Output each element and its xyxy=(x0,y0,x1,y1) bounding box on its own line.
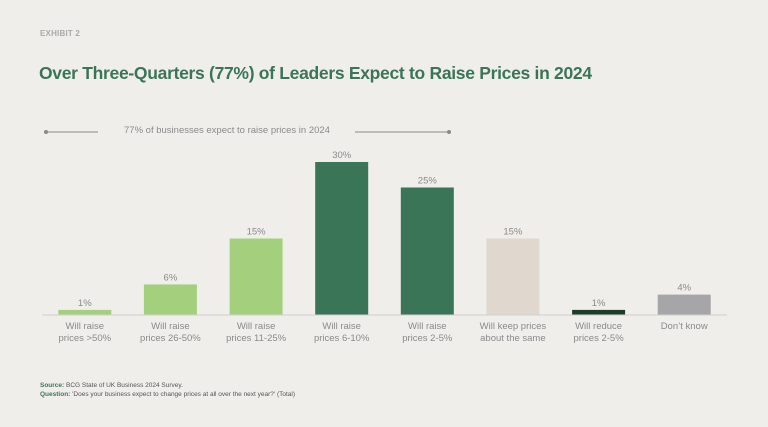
x-tick-label-6-line-2: about the same xyxy=(480,333,546,344)
question-label: Question: xyxy=(40,391,71,398)
bar-3 xyxy=(229,238,283,315)
data-label-5: 25% xyxy=(418,176,438,187)
data-label-7: 1% xyxy=(592,298,606,309)
x-tick-label-7-line-1: Will reduce xyxy=(575,321,622,332)
bar-4 xyxy=(315,162,369,315)
chart-title: Over Three-Quarters (77%) of Leaders Exp… xyxy=(39,63,592,83)
x-tick-label-2-line-2: prices 26-50% xyxy=(140,333,201,344)
source-note: Source: BCG State of UK Business 2024 Su… xyxy=(40,381,295,399)
x-tick-label-7-line-2: prices 2-5% xyxy=(574,333,625,344)
data-label-4: 30% xyxy=(332,150,352,161)
callout-right-dot xyxy=(447,130,451,134)
bar-5 xyxy=(400,187,454,315)
bar-1 xyxy=(58,309,112,315)
callout-bracket xyxy=(44,130,451,134)
data-label-6: 15% xyxy=(503,227,523,238)
question-text: 'Does your business expect to change pri… xyxy=(70,391,296,398)
data-label-8: 4% xyxy=(677,283,691,294)
bar-2 xyxy=(143,284,197,315)
x-tick-label-3-line-2: prices 11-25% xyxy=(226,333,287,344)
x-tick-label-1-line-2: prices >50% xyxy=(59,333,112,344)
x-tick-label-5-line-1: Will raise xyxy=(408,321,447,332)
x-tick-label-6-line-1: Will keep prices xyxy=(480,321,547,332)
bar-6 xyxy=(486,238,540,315)
x-tick-label-3-line-1: Will raise xyxy=(237,321,276,332)
x-tick-label-5-line-2: prices 2-5% xyxy=(402,333,453,344)
source-label: Source: xyxy=(40,382,65,389)
exhibit-label: EXHIBIT 2 xyxy=(40,29,81,38)
callout-text: 77% of businesses expect to raise prices… xyxy=(124,125,330,136)
question-line: Question: 'Does your business expect to … xyxy=(40,390,295,399)
x-tick-label-4-line-1: Will raise xyxy=(322,321,361,332)
bar-7 xyxy=(572,309,626,315)
x-tick-label-2-line-1: Will raise xyxy=(151,321,190,332)
data-label-3: 15% xyxy=(247,227,267,238)
source-line: Source: BCG State of UK Business 2024 Su… xyxy=(40,381,295,390)
bar-8 xyxy=(657,294,711,315)
data-label-1: 1% xyxy=(78,298,92,309)
data-label-2: 6% xyxy=(164,272,178,283)
x-tick-label-1-line-1: Will raise xyxy=(66,321,105,332)
source-text: BCG State of UK Business 2024 Survey. xyxy=(64,382,183,389)
x-tick-label-4-line-2: prices 6-10% xyxy=(314,333,370,344)
x-tick-label-8-line-1: Don’t know xyxy=(661,321,708,332)
